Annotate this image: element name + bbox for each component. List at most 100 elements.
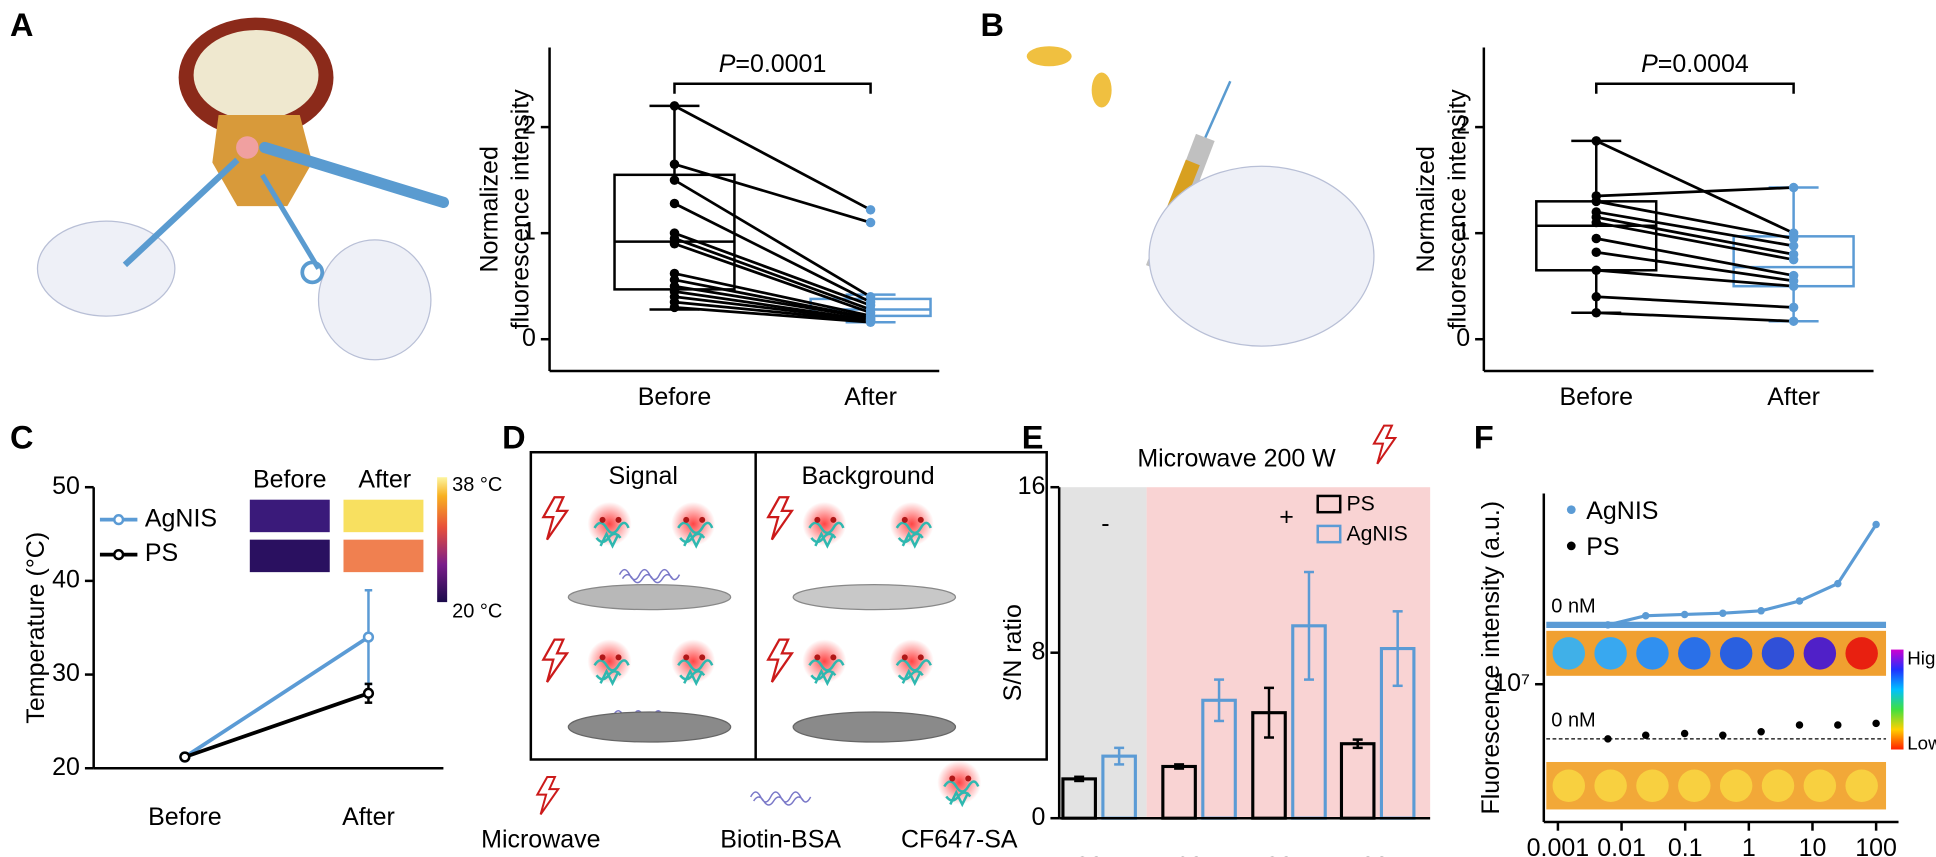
x-tick-label: 0.01 — [1597, 834, 1646, 857]
annotation: - — [1101, 509, 1109, 537]
bsa — [617, 568, 682, 585]
organ — [212, 114, 313, 207]
inset-label: After — [358, 466, 411, 494]
data-point — [1719, 731, 1727, 740]
data-point — [1642, 611, 1650, 620]
thermal-image — [249, 499, 330, 533]
colorbar — [437, 477, 448, 603]
legend-swatch — [1316, 524, 1342, 544]
drop — [1091, 72, 1112, 108]
data-point — [362, 687, 375, 699]
thermal-image — [343, 499, 424, 533]
data-point — [1788, 281, 1799, 291]
y-axis-label: S/N ratio — [999, 604, 1027, 701]
data-point — [1604, 621, 1612, 629]
pair-line — [674, 237, 872, 311]
heatmap-well — [1761, 769, 1795, 802]
y-tick-label: 16 — [1018, 472, 1046, 500]
legend-marker — [1566, 505, 1576, 515]
y-axis-label: Fluorescence intensity (a.u.) — [1477, 501, 1505, 815]
pair-line — [1596, 210, 1794, 248]
protein — [888, 500, 936, 548]
data-point — [1834, 721, 1842, 729]
data-point — [669, 302, 680, 313]
y-tick-label: 0 — [1456, 324, 1470, 352]
heatmap-well — [1552, 769, 1586, 802]
instrument — [260, 173, 321, 270]
y-axis-label: Normalized — [1412, 146, 1440, 272]
y-tick-label: 10⁷ — [1493, 669, 1530, 697]
pair-line — [674, 284, 871, 320]
colorbar-label: 20 °C — [452, 600, 502, 622]
y-axis-label: Normalized — [475, 146, 503, 272]
data-point — [669, 239, 680, 249]
panel-label: B — [980, 7, 1003, 43]
heatmap-well — [1636, 637, 1669, 670]
data-point — [1591, 217, 1602, 228]
microwave-icon — [1372, 424, 1397, 465]
microwave-icon — [542, 496, 569, 541]
significance-bracket — [1595, 82, 1795, 94]
annotation: + — [1279, 503, 1294, 531]
data-point — [1591, 247, 1602, 257]
protein — [888, 638, 936, 685]
legend-label: AgNIS — [1346, 522, 1407, 545]
legend-icon — [536, 775, 560, 816]
panel-label: F — [1474, 419, 1494, 455]
panel-label: A — [10, 7, 33, 43]
x-tick-label: 0.1 — [1668, 834, 1703, 857]
data-point — [1757, 728, 1765, 736]
p-value: P=0.0004 — [1641, 50, 1749, 78]
chart-title: Microwave 200 W — [1137, 444, 1336, 472]
data-point — [1591, 136, 1602, 146]
legend-label: Microwave — [481, 825, 600, 853]
colorbar — [1891, 649, 1904, 750]
p-symbol: P — [1641, 50, 1658, 78]
y-tick-label: 2 — [522, 112, 536, 140]
y-axis-label: fluorescence intensity — [507, 89, 535, 330]
y-tick-label: 30 — [52, 659, 80, 687]
heatmap-well — [1803, 637, 1837, 670]
protein — [586, 638, 633, 685]
heatmap-well — [1719, 769, 1753, 802]
instrument — [259, 141, 450, 209]
x-tick-label: 100 — [1855, 834, 1897, 857]
data-point — [1719, 609, 1727, 617]
heatmap-well — [1678, 637, 1711, 670]
diagram-d: Signal Background Microwave Biotin-BSA C… — [481, 419, 1048, 853]
colorbar-label: Low — [1907, 732, 1936, 753]
legend-label: AgNIS — [1586, 497, 1658, 525]
data-point — [669, 175, 680, 185]
protein — [669, 638, 717, 685]
panel-label: C — [10, 419, 33, 455]
data-point — [1788, 241, 1799, 251]
data-point — [1788, 316, 1799, 326]
thermal-image — [249, 539, 330, 573]
pair-line — [673, 178, 872, 298]
legend-label: AgNIS — [145, 504, 217, 532]
pair-line — [1596, 215, 1794, 256]
y-tick-label: 50 — [52, 472, 80, 500]
needle — [1204, 80, 1232, 138]
data-point — [1680, 610, 1689, 619]
data-point — [1591, 196, 1602, 207]
x-tick-label: 1 — [1742, 834, 1756, 857]
data-point — [865, 205, 876, 215]
p-text: =0.0004 — [1658, 50, 1749, 78]
data-point — [1680, 729, 1689, 738]
column-label: Background — [801, 462, 934, 490]
legend-label: CF647-SA — [901, 825, 1018, 853]
data-point — [1591, 307, 1602, 318]
x-tick-label: After — [342, 803, 395, 831]
y-tick-label: 20 — [52, 753, 80, 781]
x-tick-label: 10 — [1799, 834, 1827, 857]
microwave-icon — [542, 638, 569, 684]
pair-line — [674, 162, 871, 224]
data-point — [865, 317, 876, 328]
p-value: P=0.0001 — [719, 50, 827, 78]
legend-swatch — [1316, 494, 1342, 514]
y-tick-label: 8 — [1032, 637, 1046, 665]
